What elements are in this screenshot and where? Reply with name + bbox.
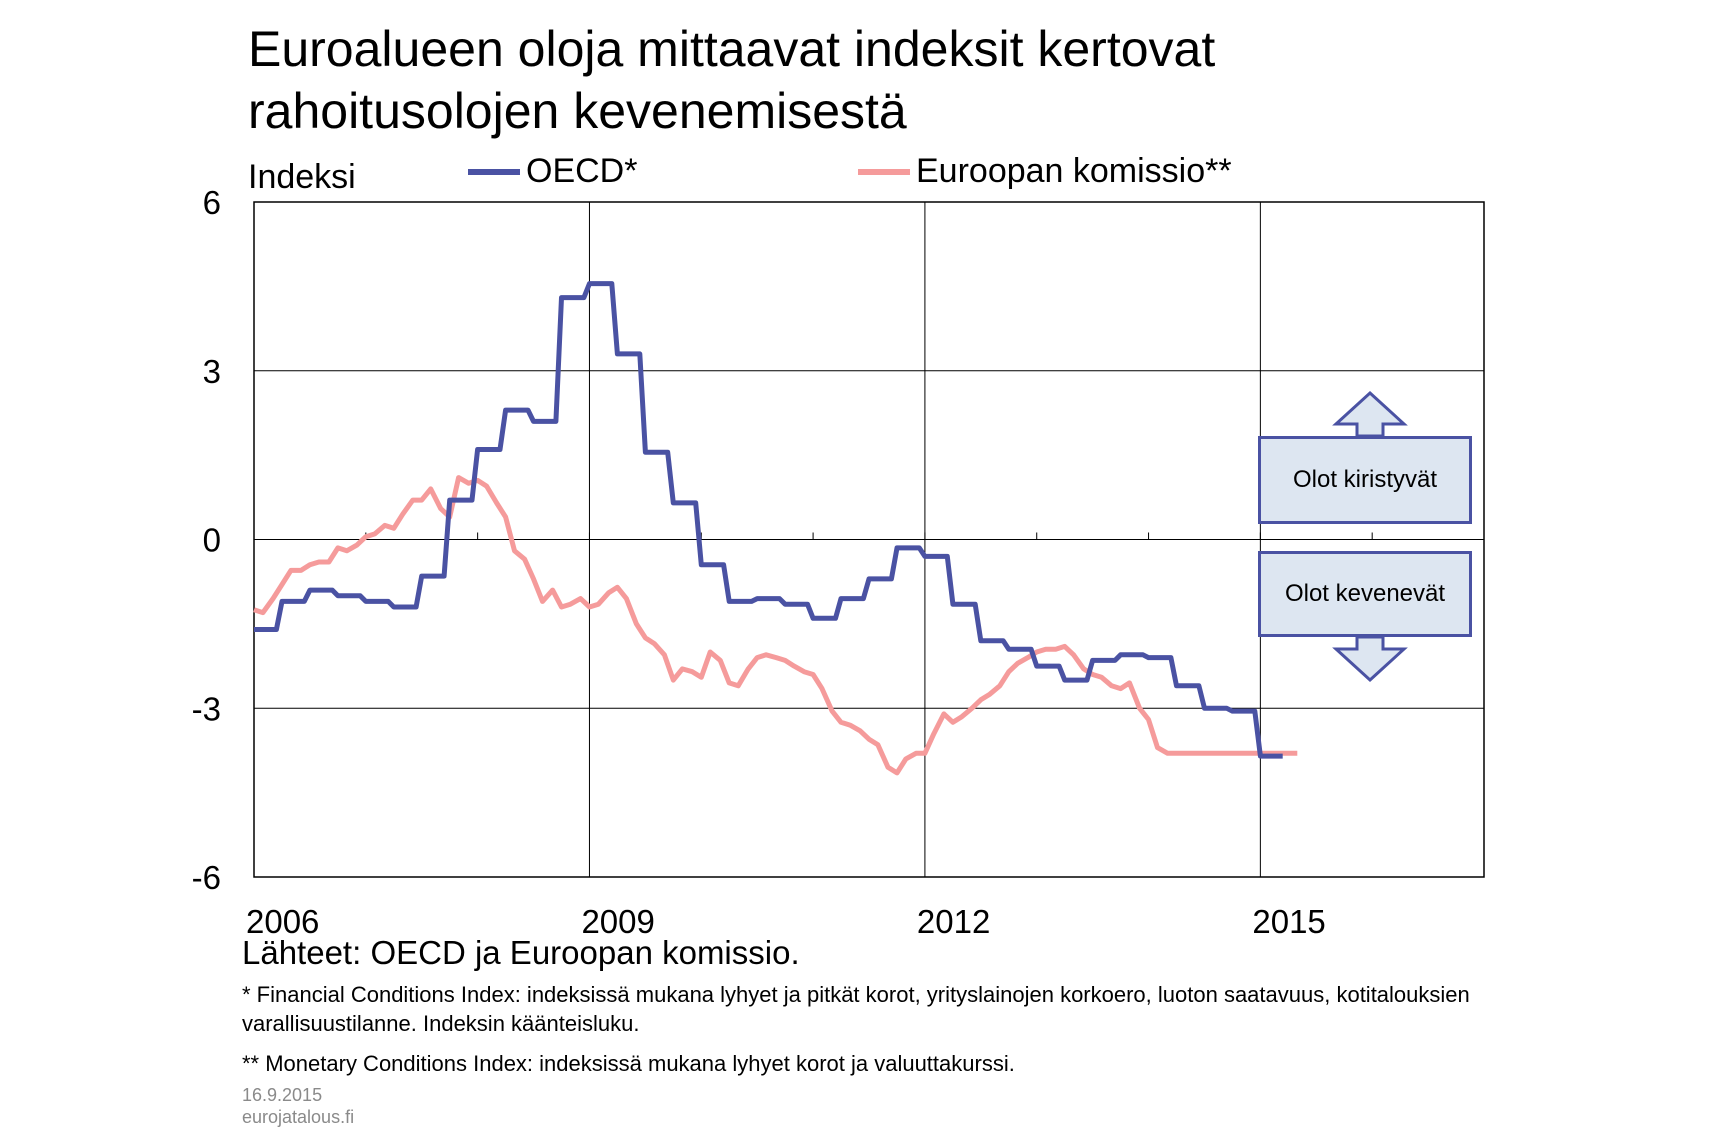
- y-tick-label: -3: [192, 690, 221, 727]
- footnote-oecd: * Financial Conditions Index: indeksissä…: [242, 982, 1470, 1036]
- easing-label: Olot kevenevät: [1284, 580, 1446, 607]
- easing-box: Olot kevenevät: [1258, 551, 1472, 637]
- title-line-1: Euroalueen oloja mittaavat indeksit kert…: [248, 21, 1216, 77]
- x-tick-label: 2012: [917, 903, 990, 940]
- tightening-box: Olot kiristyvät: [1258, 436, 1472, 524]
- x-tick-label: 2015: [1252, 903, 1325, 940]
- series-line-oecd: [254, 281, 1283, 759]
- site-name: eurojatalous.fi: [242, 1107, 355, 1127]
- source-note: Lähteet: OECD ja Euroopan komissio.: [242, 934, 800, 971]
- chart-title: Euroalueen oloja mittaavat indeksit kert…: [248, 18, 1548, 142]
- series-line-komissio: [253, 475, 1298, 776]
- legend-label-komissio: Euroopan komissio**: [916, 152, 1232, 190]
- plot-frame: [253, 201, 1485, 878]
- y-tick-label: 3: [203, 353, 221, 390]
- y-tick-label: -6: [192, 859, 221, 896]
- title-line-2: rahoitusolojen kevenemisestä: [248, 83, 907, 139]
- legend-label-oecd: OECD*: [526, 152, 638, 190]
- y-tick-label: 6: [203, 184, 221, 221]
- publish-date: 16.9.2015: [242, 1085, 323, 1105]
- x-tick-label: 2009: [581, 903, 654, 940]
- y-tick-label: 0: [203, 522, 221, 559]
- footnote-komissio: ** Monetary Conditions Index: indeksissä…: [242, 1051, 1015, 1076]
- x-tick-label: 2006: [246, 903, 319, 940]
- up-arrow-icon: [1332, 390, 1408, 438]
- legend-item-oecd: OECD*: [468, 152, 637, 191]
- down-arrow-icon: [1332, 635, 1408, 683]
- legend-item-komissio: Euroopan komissio**: [858, 152, 1232, 191]
- legend-swatch-oecd: [468, 168, 520, 175]
- tightening-label: Olot kiristyvät: [1292, 466, 1438, 493]
- y-axis-unit: Indeksi: [248, 158, 356, 196]
- legend-swatch-komissio: [858, 168, 910, 175]
